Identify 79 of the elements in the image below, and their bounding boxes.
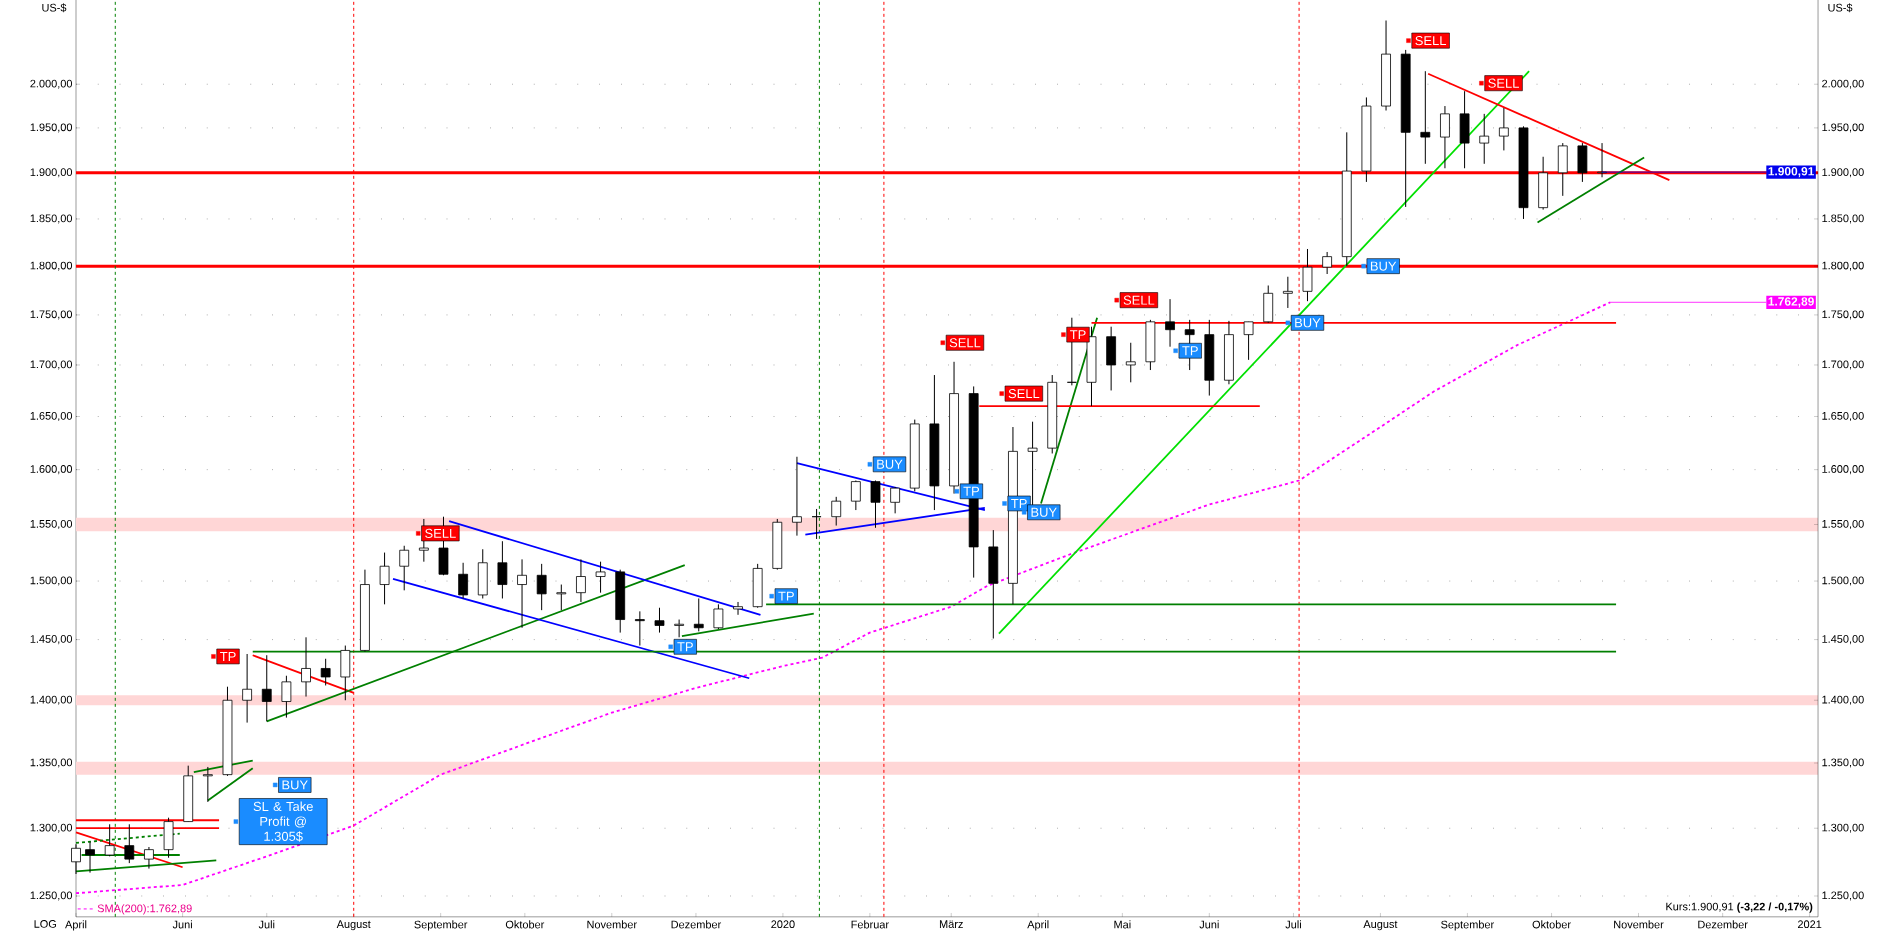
y-tick-label: 1.700,00	[30, 360, 73, 370]
data-label: TP	[220, 651, 236, 661]
y-axis-title: US-$	[42, 3, 67, 13]
text: 1.750,00	[1822, 310, 1864, 320]
y-tick-label: 1.650,00	[30, 412, 73, 422]
y-tick-label: 1.950,00	[30, 123, 73, 133]
x-tick-label: Dezember	[671, 920, 722, 929]
data-label: TP	[1182, 346, 1198, 356]
x-tick-label: August	[1363, 920, 1398, 931]
data-label: SELL	[1415, 36, 1447, 46]
data-label: SL & Take Profit @ 1.305$	[253, 801, 313, 842]
data-label: TP	[1070, 330, 1086, 340]
data-label: BUY	[877, 459, 903, 469]
text: 1.450,00	[1822, 635, 1864, 645]
text: 1.350,00	[1822, 758, 1864, 768]
text: 1.500,00	[1822, 576, 1864, 586]
data-label: SELL	[949, 338, 981, 348]
text: 1.300,00	[1822, 823, 1864, 833]
x-tick-label: Juni	[172, 920, 192, 929]
y-tick-label: 1.450,00	[30, 635, 73, 645]
data-label: SELL	[1123, 295, 1155, 305]
x-tick-label: Mai	[1114, 920, 1131, 929]
data-label: BUY	[1295, 318, 1321, 328]
text: 1.850,00	[1822, 214, 1864, 224]
annotation: 1.900,91	[1768, 167, 1814, 178]
x-tick-label: November	[1614, 920, 1664, 929]
x-tick-label: Juni	[1199, 920, 1219, 929]
data-label: BUY	[1031, 507, 1057, 517]
y-tick-label: 1.800,00	[30, 261, 73, 271]
y-tick-label: 1.750,00	[30, 310, 73, 320]
x-tick-label: Juli	[1285, 920, 1301, 929]
text: 1.700,00	[1822, 360, 1864, 370]
data-label: TP	[677, 642, 693, 652]
text: LOG	[34, 920, 56, 928]
x-tick-label: August	[336, 920, 371, 931]
x-tick-label: November	[587, 920, 637, 929]
x-tick-label: Juli	[258, 920, 275, 929]
text: US-$	[1828, 3, 1853, 13]
x-tick-label: März	[939, 920, 963, 929]
y-tick-label: 1.550,00	[30, 520, 73, 530]
y-tick-label: 1.350,00	[30, 758, 73, 768]
text: 1.400,00	[1822, 695, 1864, 705]
x-tick-label: September	[1441, 920, 1495, 931]
data-label: BUY	[282, 780, 308, 790]
data-label: SELL	[1488, 78, 1519, 88]
annotation: 1.762,89	[1768, 297, 1814, 308]
x-tick-label: Februar	[851, 920, 889, 929]
data-label: TP	[1011, 499, 1027, 508]
y-tick-label: 1.250,00	[30, 891, 73, 901]
y-tick-label: 1.600,00	[30, 465, 73, 475]
data-label: SELL	[1008, 389, 1040, 399]
x-tick-label: Oktober	[505, 920, 545, 929]
text: 1.650,00	[1822, 412, 1864, 422]
x-tick-label: September	[414, 920, 468, 931]
y-tick-label: 2.000,00	[30, 79, 73, 89]
text: 1.250,00	[1822, 891, 1864, 901]
data-label: BUY	[1370, 261, 1397, 271]
y-tick-label: 1.300,00	[30, 823, 73, 833]
text: 1.550,00	[1822, 520, 1864, 530]
y-tick-label: 1.400,00	[30, 695, 73, 705]
x-tick-label: April	[1027, 920, 1049, 931]
x-tick-label: April	[65, 920, 87, 931]
text: 1.800,00	[1822, 261, 1864, 271]
x-tick-label: Oktober	[1532, 920, 1571, 929]
annotation: Kurs:1.900,91 (-3,22 / -0,17%)	[1666, 902, 1813, 913]
text: 1.900,00	[1822, 168, 1864, 178]
data-label: TP	[778, 591, 794, 601]
data-label: SELL	[425, 528, 456, 538]
x-tick-label: Dezember	[1698, 920, 1748, 929]
text: 2.000,00	[1822, 79, 1864, 89]
x-tick-label: 2021	[1797, 920, 1822, 929]
y-tick-label: 1.900,00	[30, 168, 73, 178]
y-tick-label: 1.500,00	[30, 576, 73, 586]
legend-label: SMA(200):1.762,89	[97, 904, 192, 915]
data-label: TP	[963, 486, 980, 496]
text: 1.600,00	[1822, 465, 1864, 475]
text: 1.950,00	[1822, 123, 1864, 133]
y-tick-label: 1.850,00	[30, 214, 73, 224]
x-tick-label: 2020	[771, 920, 795, 929]
